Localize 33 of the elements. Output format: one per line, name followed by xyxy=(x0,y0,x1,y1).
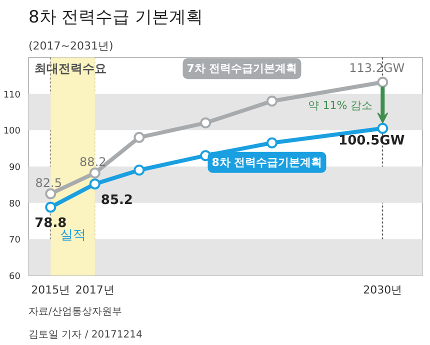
chart-title: 8차 전력수급 기본계획 xyxy=(28,8,204,28)
data-label: 82.5 xyxy=(35,176,62,190)
y-tick-label: 80 xyxy=(9,199,21,210)
text: 자료/산업통상자원부 xyxy=(28,306,122,318)
point xyxy=(377,122,388,134)
series-label: 8차 전력수급기본계획 xyxy=(212,156,322,169)
series-label: 7차 전력수급기본계획 xyxy=(186,62,298,76)
y-tick-label: 100 xyxy=(3,126,21,137)
point xyxy=(266,96,278,107)
point xyxy=(134,132,145,143)
point xyxy=(45,188,56,200)
y-tick-label: 60 xyxy=(9,272,21,282)
chart-subtitle: (2017~2031년) xyxy=(28,40,114,52)
data-label: 113.2GW xyxy=(349,61,405,76)
y-tick-label: 70 xyxy=(9,236,21,246)
data-label: 100.5GW xyxy=(338,133,405,148)
text: 김토일 기자 / 20171214 xyxy=(28,330,142,340)
x-tick-label: 2017년 xyxy=(75,284,114,296)
x-tick-label: 2015년 xyxy=(31,284,70,296)
annotation: 약 11% 감소 xyxy=(308,98,373,112)
point xyxy=(89,178,100,190)
point xyxy=(200,117,212,128)
annotation: 최대전력수요 xyxy=(34,62,106,76)
point xyxy=(377,76,388,88)
data-label: 88.2 xyxy=(80,155,106,170)
point xyxy=(45,202,56,213)
data-label: 85.2 xyxy=(100,192,133,208)
point xyxy=(266,137,278,148)
y-tick-label: 90 xyxy=(9,163,21,173)
x-tick-label: 2030년 xyxy=(363,284,402,296)
point xyxy=(134,164,145,176)
point xyxy=(89,168,100,179)
y-tick-label: 110 xyxy=(3,90,21,100)
